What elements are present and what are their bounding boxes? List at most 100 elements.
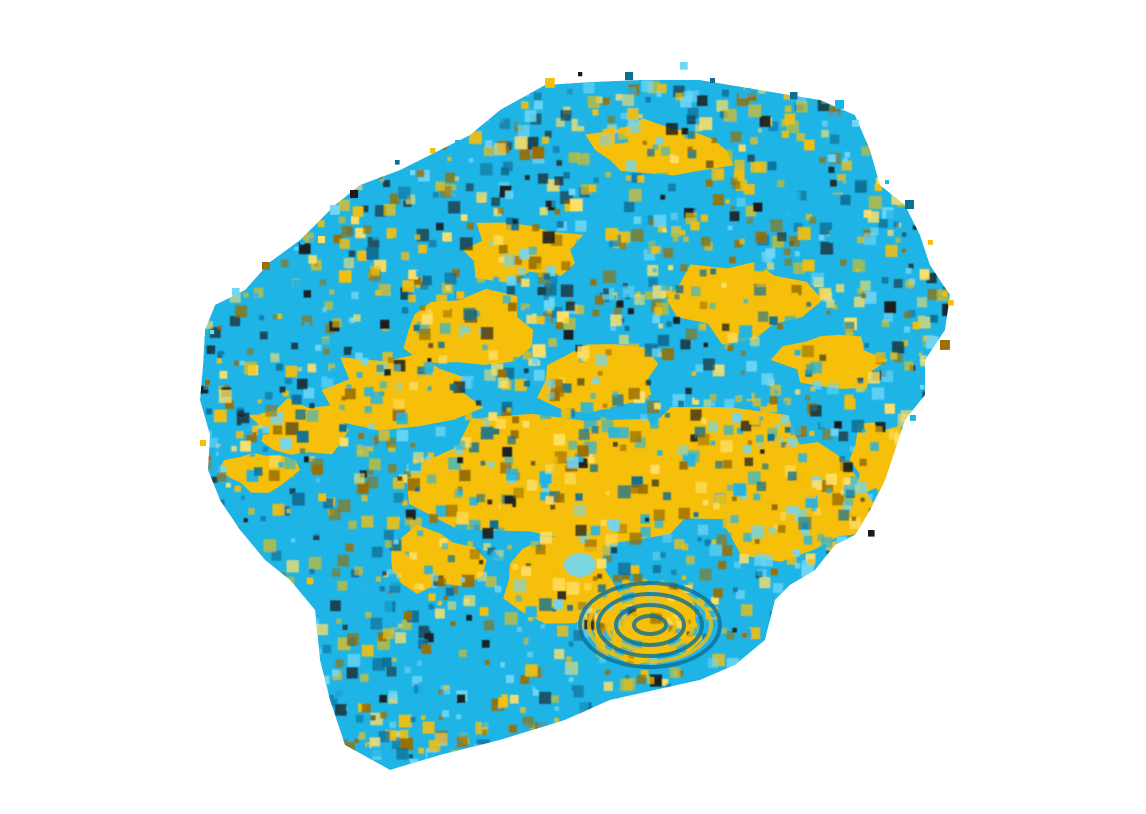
voxel xyxy=(476,192,487,203)
voxel xyxy=(650,464,660,474)
voxel xyxy=(477,125,485,132)
voxel xyxy=(426,455,431,460)
voxel xyxy=(855,380,867,392)
voxel xyxy=(568,440,578,450)
voxel xyxy=(622,136,629,143)
voxel xyxy=(780,400,787,408)
voxel xyxy=(703,399,711,407)
voxel xyxy=(404,666,411,674)
voxel xyxy=(338,499,351,513)
voxel xyxy=(680,230,686,236)
voxel xyxy=(627,242,636,251)
voxel xyxy=(679,461,688,470)
voxel xyxy=(627,308,634,315)
voxel xyxy=(514,379,527,392)
voxel xyxy=(757,128,762,133)
voxel xyxy=(421,313,433,325)
voxel xyxy=(399,729,409,739)
voxel xyxy=(240,440,251,452)
voxel xyxy=(533,92,542,101)
voxel xyxy=(291,538,296,543)
voxel xyxy=(466,614,472,621)
voxel xyxy=(662,228,667,233)
voxel xyxy=(769,396,778,405)
voxel xyxy=(241,423,253,435)
voxel xyxy=(438,341,445,349)
voxel xyxy=(372,228,384,240)
voxel xyxy=(755,161,767,173)
voxel xyxy=(686,555,695,565)
voxel xyxy=(645,332,652,338)
stray-voxel xyxy=(920,385,925,390)
voxel xyxy=(499,224,512,237)
voxel xyxy=(745,205,757,217)
voxel xyxy=(855,179,868,192)
voxel xyxy=(749,579,757,588)
voxel xyxy=(240,495,245,500)
voxel xyxy=(532,344,546,358)
voxel xyxy=(539,471,552,484)
voxel xyxy=(810,361,822,374)
voxel xyxy=(827,154,836,163)
voxel xyxy=(680,186,694,200)
voxel xyxy=(413,417,419,423)
voxel xyxy=(651,593,659,600)
voxel xyxy=(526,479,538,491)
voxel xyxy=(656,137,664,145)
voxel xyxy=(818,234,825,241)
voxel xyxy=(884,403,895,414)
voxel xyxy=(304,456,310,463)
voxel xyxy=(733,561,741,569)
voxel xyxy=(262,446,269,452)
voxel xyxy=(759,406,770,417)
voxel xyxy=(443,308,452,318)
voxel xyxy=(825,473,837,485)
voxel xyxy=(531,541,538,549)
voxel xyxy=(323,348,330,355)
voxel xyxy=(796,101,808,113)
voxel xyxy=(610,324,617,331)
voxel xyxy=(738,144,746,152)
voxel xyxy=(218,390,232,403)
voxel xyxy=(575,220,587,232)
voxel xyxy=(462,333,475,345)
voxel xyxy=(692,354,698,360)
voxel xyxy=(324,574,329,579)
voxel xyxy=(246,432,257,443)
voxel xyxy=(723,460,732,469)
voxel xyxy=(500,462,512,474)
voxel xyxy=(786,555,797,565)
voxel xyxy=(490,281,499,291)
voxel xyxy=(499,118,510,130)
voxel xyxy=(551,466,561,475)
voxel xyxy=(610,314,622,326)
voxel xyxy=(247,348,254,355)
voxel xyxy=(672,638,681,648)
voxel xyxy=(370,391,383,404)
voxel xyxy=(429,239,437,248)
voxel xyxy=(840,259,847,266)
voxel xyxy=(422,721,435,734)
voxel xyxy=(577,118,586,127)
voxel xyxy=(604,669,611,675)
voxel xyxy=(838,431,849,442)
voxel xyxy=(493,277,500,283)
voxel xyxy=(468,158,474,163)
stray-voxel xyxy=(852,120,859,127)
voxel xyxy=(484,369,496,381)
voxel xyxy=(756,435,764,443)
voxel xyxy=(548,491,560,503)
voxel xyxy=(794,468,808,482)
voxel xyxy=(638,484,648,494)
voxel xyxy=(820,418,830,428)
voxel xyxy=(379,599,393,613)
voxel xyxy=(299,448,306,454)
voxel xyxy=(364,406,372,414)
voxel xyxy=(375,205,387,217)
voxel xyxy=(550,504,556,510)
voxel xyxy=(286,509,291,513)
voxel xyxy=(695,364,704,373)
voxel xyxy=(696,95,708,106)
voxel xyxy=(575,524,587,536)
voxel xyxy=(628,120,635,126)
